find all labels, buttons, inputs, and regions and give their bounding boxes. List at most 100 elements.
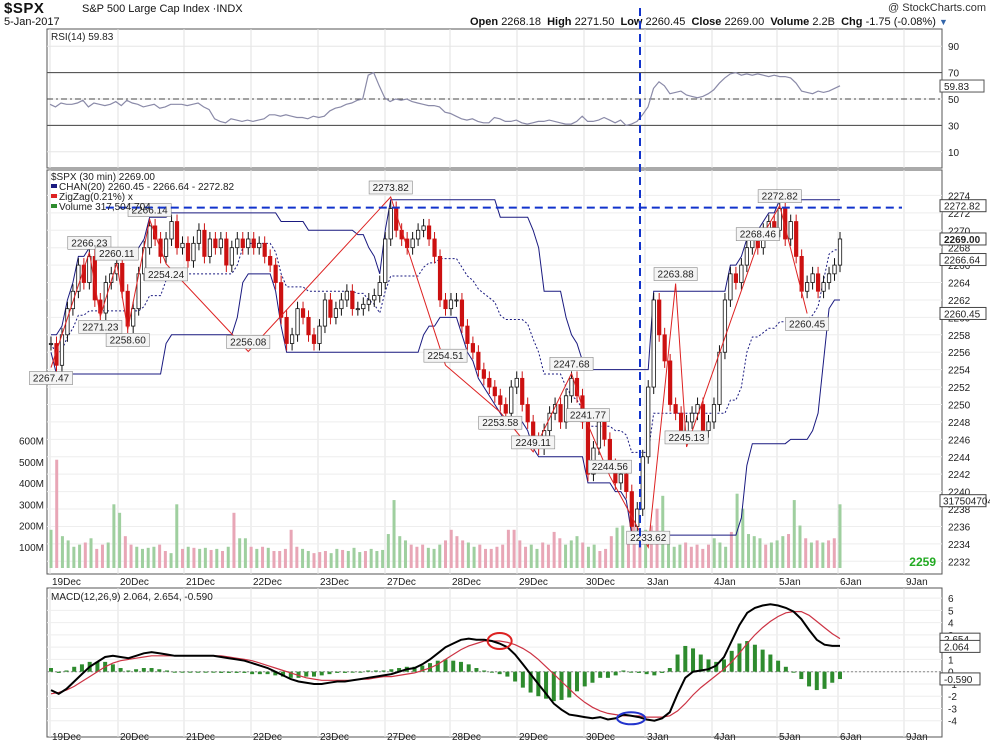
volume-bar	[203, 547, 207, 568]
volume-bar	[78, 544, 82, 568]
macd-histogram-bar	[265, 671, 270, 675]
candle-body	[76, 264, 81, 292]
macd-histogram-bar	[350, 671, 355, 673]
candle-body	[191, 242, 196, 262]
macd-histogram-bar	[721, 659, 726, 672]
volume-bar	[249, 546, 253, 568]
candle-body	[810, 273, 815, 283]
macd-histogram-bar	[660, 671, 665, 673]
candle-body	[788, 221, 793, 240]
x-tick-label: 28Dec	[452, 577, 481, 588]
candle-body	[388, 208, 393, 240]
candle-body	[240, 238, 245, 249]
volume-bar	[72, 546, 76, 568]
volume-bar	[752, 536, 756, 568]
volume-bar	[60, 536, 64, 568]
volume-bar	[152, 546, 156, 568]
price-callout-box	[423, 348, 468, 363]
legend-entry: Volume 317,504,704	[59, 202, 151, 213]
chg-label: Chg	[841, 16, 863, 28]
legend-entry: CHAN(20) 2260.45 - 2266.64 - 2272.82	[59, 182, 235, 193]
candle-body	[328, 299, 333, 318]
candle-body	[383, 238, 388, 283]
candle-body	[711, 404, 717, 423]
volume-bar	[695, 544, 699, 568]
copyright: @ StockCharts.com	[888, 2, 986, 14]
macd-histogram-bar	[226, 671, 231, 673]
price-callout: 2260.11	[99, 249, 135, 260]
volume-bar	[243, 538, 247, 568]
volume-bar	[95, 548, 99, 568]
volume-tick-label: 500M	[19, 458, 44, 469]
macd-histogram-bar	[528, 671, 533, 693]
volume-bar	[444, 540, 447, 568]
volume-bar	[283, 548, 287, 568]
volume-bar	[592, 544, 596, 568]
volume-bar	[215, 548, 219, 568]
macd-tick-label: -1	[948, 680, 957, 691]
candle-body	[498, 395, 503, 405]
candle-body	[279, 282, 284, 318]
price-last-badge	[939, 253, 987, 267]
candle-body	[317, 325, 322, 344]
macd-histogram-bar	[629, 671, 634, 673]
low-label: Low	[620, 16, 643, 28]
volume-bar	[323, 551, 327, 568]
price-tick-label: 2254	[948, 366, 971, 377]
candle-body	[520, 377, 525, 405]
x-tick-label: 28Dec	[452, 732, 481, 743]
macd-histogram-bar	[838, 671, 842, 680]
candle-body	[120, 262, 125, 292]
x-tick-label: 4Jan	[714, 732, 736, 743]
macd-histogram-bar	[466, 664, 471, 672]
x-tick-label: 9Jan	[906, 577, 928, 588]
volume-bar	[426, 547, 430, 568]
candle-body	[722, 299, 728, 353]
volume-bar	[363, 551, 367, 568]
macd-tick-label: -4	[948, 717, 957, 728]
volume-bar	[615, 527, 619, 568]
x-tick-label: 27Dec	[387, 577, 416, 588]
x-tick-label: 22Dec	[253, 577, 282, 588]
volume-bar	[466, 542, 470, 568]
rsi-tick-label: 90	[948, 42, 960, 53]
volume-last-label: 317504704	[943, 497, 990, 508]
dropdown-icon[interactable]: ▼	[938, 17, 948, 27]
candle-body	[476, 351, 481, 371]
macd-histogram-bar	[544, 671, 549, 699]
volume-bar	[609, 536, 613, 568]
candle-body	[163, 238, 169, 257]
price-callout: 2271.23	[82, 322, 119, 333]
volume-bar	[701, 548, 705, 568]
candle-body	[344, 290, 349, 301]
macd-tick-label: 5	[948, 606, 954, 617]
volume-bar	[666, 534, 670, 568]
candle-body	[470, 343, 475, 353]
candle-body	[596, 421, 602, 449]
x-tick-label: 20Dec	[120, 732, 149, 743]
price-callout: 2267.47	[33, 374, 70, 385]
price-callout: 2266.14	[132, 206, 169, 217]
volume-bar	[329, 553, 333, 568]
candle-body	[744, 247, 749, 266]
price-tick-label: 2274	[948, 191, 971, 202]
volume-bar	[266, 547, 270, 568]
volume-tick-label: 300M	[19, 500, 44, 511]
volume-bar	[564, 544, 568, 568]
symbol-title: $SPX	[4, 0, 45, 17]
x-tick-label: 6Jan	[840, 732, 862, 743]
macd-histogram-bar	[319, 671, 324, 676]
rsi-label: RSI(14) 59.83	[51, 32, 114, 43]
volume-bar	[724, 546, 728, 568]
macd-histogram-bar	[760, 649, 765, 672]
candle-body	[268, 255, 273, 266]
candle-body	[700, 404, 706, 432]
price-tick-label: 2268	[948, 244, 971, 255]
macd-histogram-bar	[381, 670, 386, 672]
channel-lower-line	[50, 273, 840, 536]
price-callout-box	[144, 267, 188, 282]
volume-bar	[621, 525, 625, 568]
volume-bar	[112, 504, 116, 568]
price-callout: 2254.24	[148, 270, 185, 281]
candle-body	[629, 491, 634, 527]
